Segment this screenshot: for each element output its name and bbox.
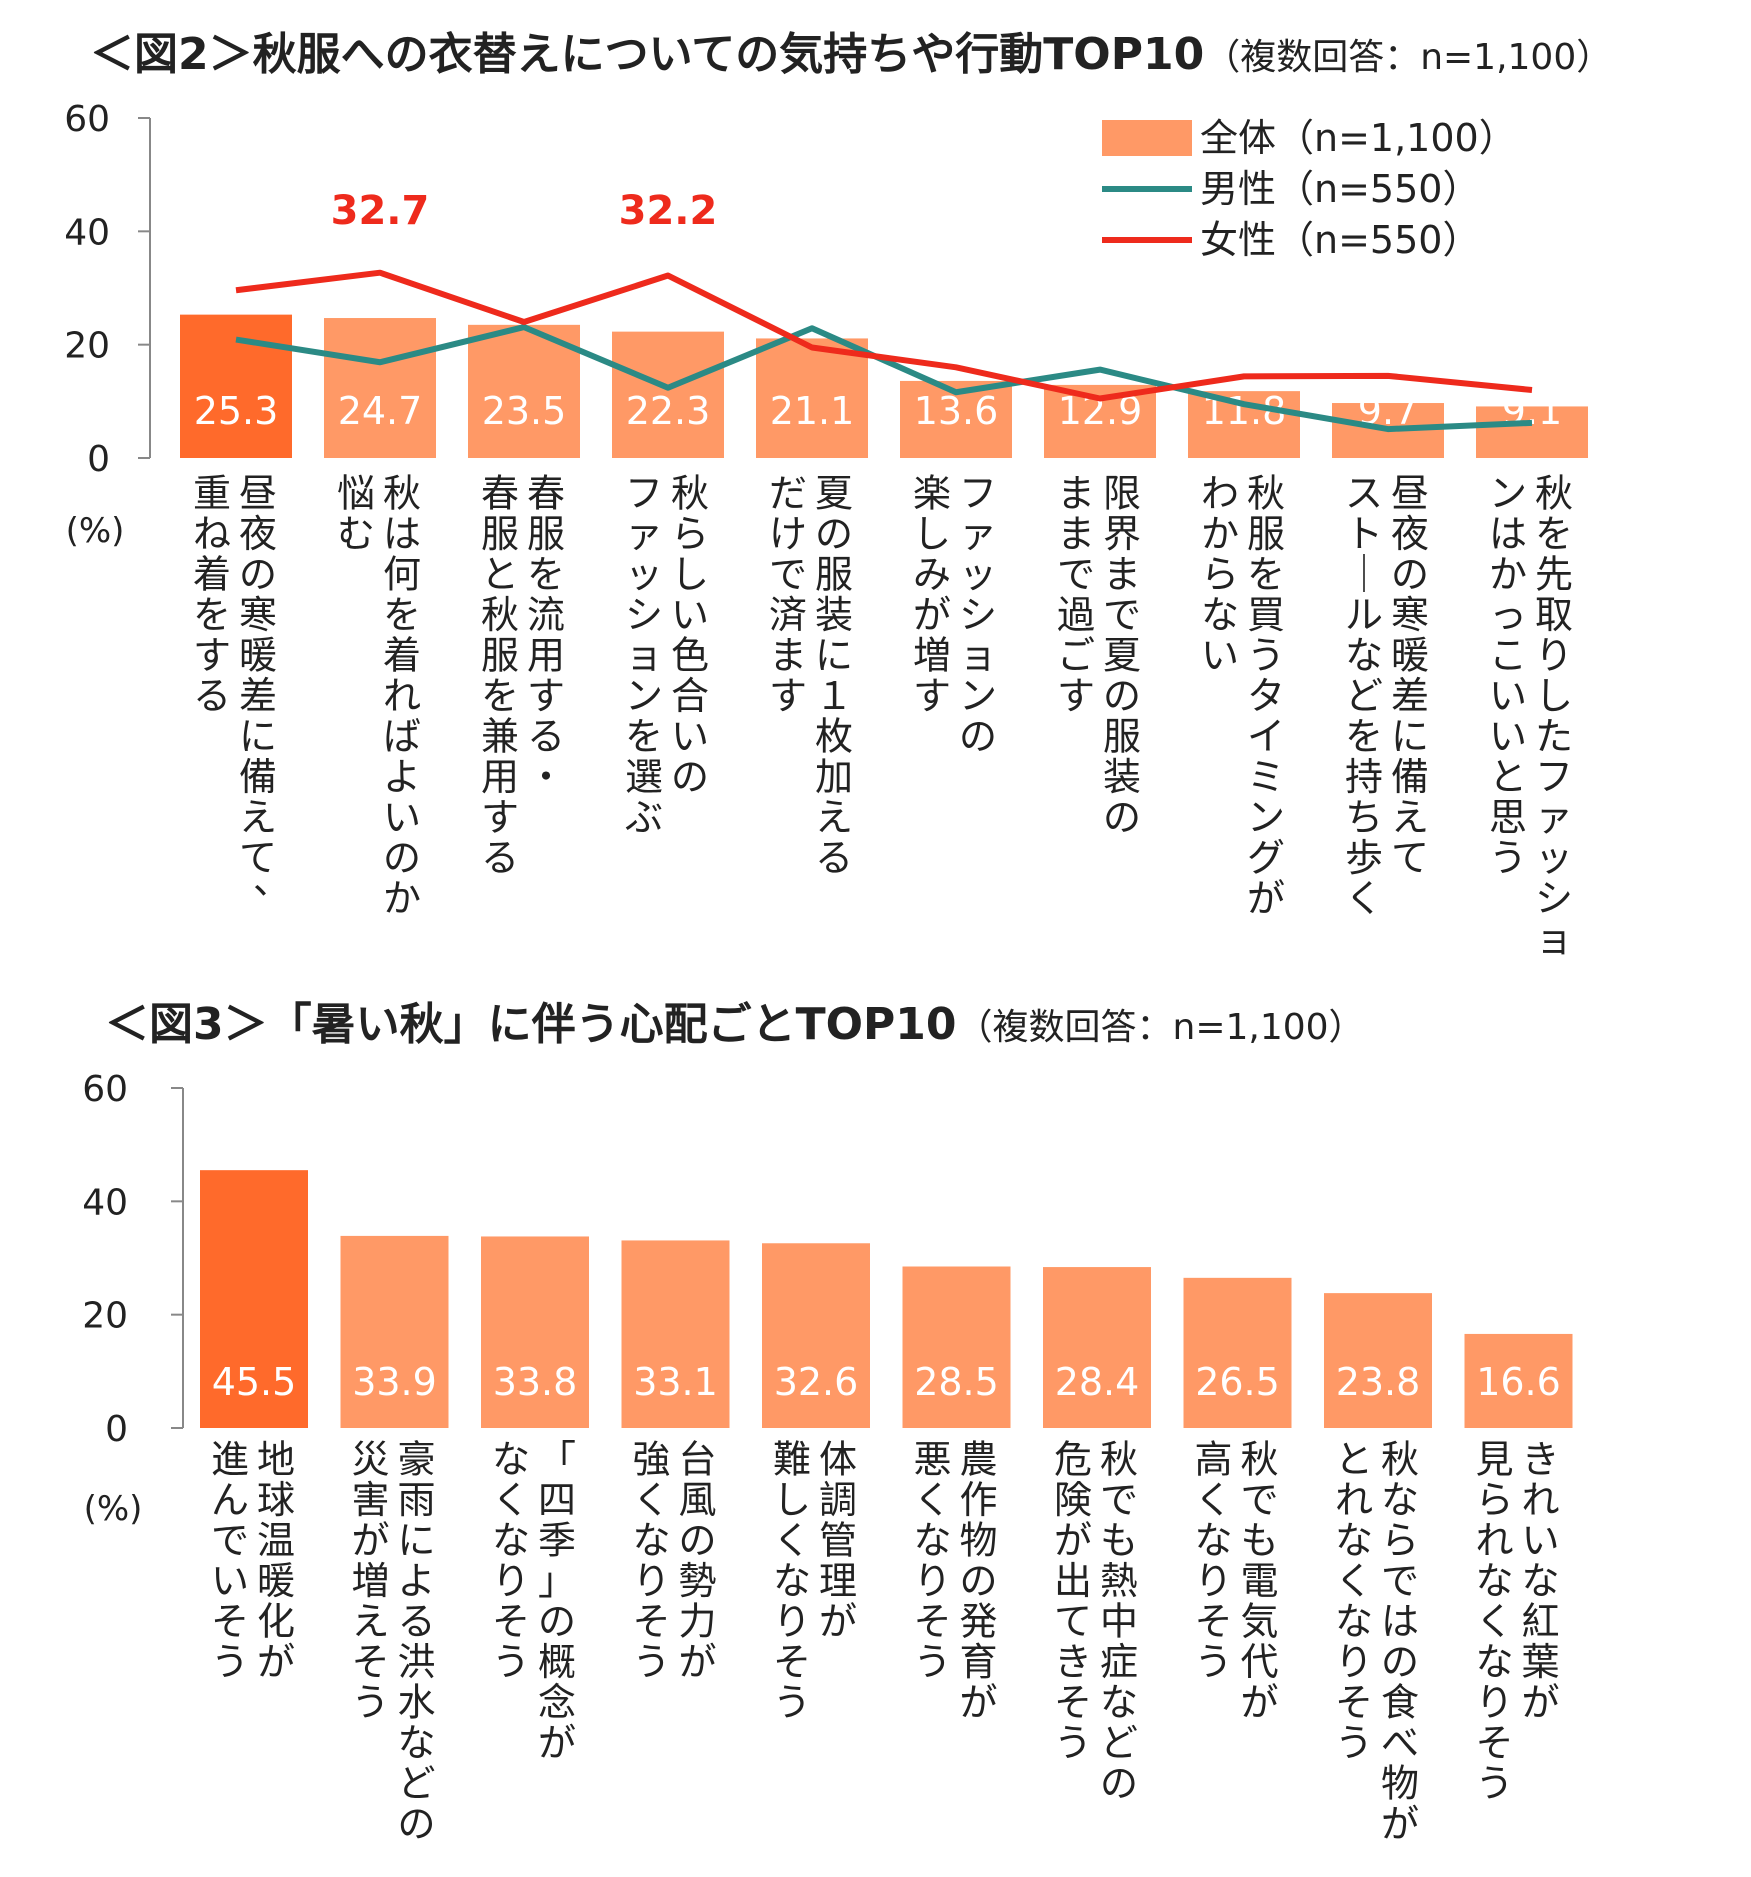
fig2-category-label: 昼夜の寒暖差に備えて [1391,472,1429,881]
fig2-category-label: 秋は何を着ればよいのか [383,472,421,921]
fig2-category-label: ファッションを選ぶ [625,472,663,840]
fig2-bar [468,324,580,458]
fig2-category-label: ンはかっこいいと思う [1489,472,1527,881]
fig2-bar [324,318,436,458]
fig3-bar [481,1236,589,1428]
fig3-bar-value-label: 33.9 [352,1360,437,1404]
fig2-legend-label: 女性（n=550） [1200,218,1480,262]
fig2-y-tick-label: 0 [87,439,110,480]
fig3-bar [621,1240,730,1428]
fig2-y-tick-label: 40 [64,212,110,253]
fig3-bar-value-label: 33.8 [493,1360,578,1404]
fig2-legend-swatch-total [1102,120,1192,156]
fig3-category-label: きれいな紅葉が [1521,1438,1559,1725]
fig2-bar [756,338,868,458]
fig2-bar-value-label: 22.3 [626,389,711,433]
fig3-category-label: 悪くなりそう [913,1438,951,1685]
fig2-legend-label: 全体（n=1,100） [1200,116,1517,160]
fig2-peak-annotation: 32.7 [331,188,430,234]
figure3-title: ＜図3＞「暑い秋」に伴う心配ごとTOP10（複数回答：n=1,100） [105,988,1365,1052]
fig3-category-label: 「四季」の概念が [538,1438,576,1766]
fig2-category-label: 楽しみが増す [913,472,951,719]
fig3-bar [902,1266,1011,1428]
fig2-category-label: 限界まで夏の服装の [1103,472,1141,840]
fig2-bar [1476,406,1588,458]
fig2-category-label: わからない [1201,472,1239,678]
fig2-category-label: 春服と秋服を兼用する [481,472,519,881]
fig3-bar-value-label: 16.6 [1476,1360,1561,1404]
fig2-category-label: だけで済ます [769,472,807,719]
fig3-y-tick-label: 40 [82,1182,128,1223]
fig3-category-label: 農作物の発育が [959,1438,997,1725]
fig3-category-label: 台風の勢力が [678,1438,716,1685]
fig2-category-label: 秋らしい色合いの [671,472,709,800]
fig3-category-label: 豪雨による洪水などの [397,1438,435,1847]
fig3-bar [1043,1267,1151,1428]
fig2-female-line [235,269,1533,402]
fig2-bar [612,331,724,458]
figure2-subtitle: （複数回答：n=1,100） [1204,37,1613,78]
fig3-category-label: 進んでいそう [211,1438,249,1685]
fig3-category-label: 地球温暖化が [257,1438,295,1685]
fig2-category-label: 昼夜の寒暖差に備えて、 [239,472,291,903]
fig3-bar [340,1235,449,1428]
fig3-category-label: 秋でも熱中症などの [1100,1438,1138,1806]
fig3-bar [1464,1333,1573,1428]
fig3-category-label: 危険が出てきそう [1054,1438,1092,1766]
fig3-category-label: 災害が増えそう [351,1438,389,1725]
figure2-title-text: ＜図2＞秋服への衣替えについての気持ちや行動TOP10 [90,29,1205,80]
fig3-category-label: なくなりそう [492,1438,530,1685]
fig3-category-label: 難しくなりそう [773,1438,811,1725]
fig2-category-label: 秋を先取りしたファッショ [1535,472,1573,962]
figure2-title: ＜図2＞秋服への衣替えについての気持ちや行動TOP10（複数回答：n=1,100… [90,18,1612,82]
fig3-bar [1324,1293,1432,1428]
fig2-category-label: 秋服を買うタイミングが [1247,472,1285,921]
figure3-title-text: ＜図3＞「暑い秋」に伴う心配ごとTOP10 [105,999,957,1050]
figure3-subtitle: （複数回答：n=1,100） [956,1007,1365,1048]
fig2-category-label: 重ね着をする [193,472,231,719]
fig2-bar-value-label: 13.6 [914,389,999,433]
fig3-bar-value-label: 45.5 [212,1360,297,1404]
fig3-bar-value-label: 23.8 [1336,1360,1421,1404]
fig3-y-tick-label: 20 [82,1296,128,1337]
fig3-y-tick-label: 60 [82,1069,128,1110]
fig3-category-label: 体調管理が [819,1438,857,1644]
fig3-bar-value-label: 28.4 [1055,1360,1140,1404]
fig2-legend-label: 男性（n=550） [1200,167,1480,211]
fig2-y-unit: (%) [66,511,125,551]
fig2-category-label: ファッションの [959,472,997,759]
fig3-category-label: 強くなりそう [632,1438,670,1685]
fig3-bar-value-label: 32.6 [774,1360,859,1404]
fig3-category-label: とれなくなりそう [1335,1438,1373,1766]
fig2-category-label: スト｜ルなどを持ち歩く [1345,472,1383,921]
fig2-category-label: 春服を流用する・ [527,472,565,800]
fig3-y-unit: (%) [84,1489,143,1529]
fig3-bar-value-label: 33.1 [633,1360,718,1404]
fig2-peak-annotation: 32.2 [619,188,718,234]
fig2-bar-value-label: 23.5 [482,389,567,433]
fig2-category-label: ままで過ごす [1057,472,1095,719]
fig3-bar [200,1170,308,1428]
figure2-chart: 0 20 40 60 (%) 25.3 昼夜の寒暖差に備えて、重ね着をする 24.7 秋は何を着… [64,99,1588,962]
fig2-y-tick-label: 20 [64,326,110,367]
fig3-category-label: 秋でも電気代が [1240,1438,1278,1725]
fig3-category-label: 秋ならではの食べ物が [1381,1438,1419,1847]
fig2-bar [180,314,292,458]
fig2-bar-value-label: 21.1 [770,389,855,433]
fig3-category-label: 見られなくなりそう [1475,1438,1513,1806]
fig3-bar-value-label: 28.5 [914,1360,999,1404]
fig3-category-label: 高くなりそう [1194,1438,1232,1685]
fig3-bar [762,1243,870,1428]
fig3-bar [1183,1277,1292,1428]
fig3-y-tick-label: 0 [105,1409,128,1450]
fig2-category-label: 夏の服装に１枚加える [815,472,853,881]
fig2-y-tick-label: 60 [64,99,110,140]
fig2-category-label: 悩む [337,472,375,557]
fig2-bar-value-label: 24.7 [338,389,423,433]
fig3-bar-value-label: 26.5 [1195,1360,1280,1404]
fig2-bar-value-label: 25.3 [194,389,279,433]
